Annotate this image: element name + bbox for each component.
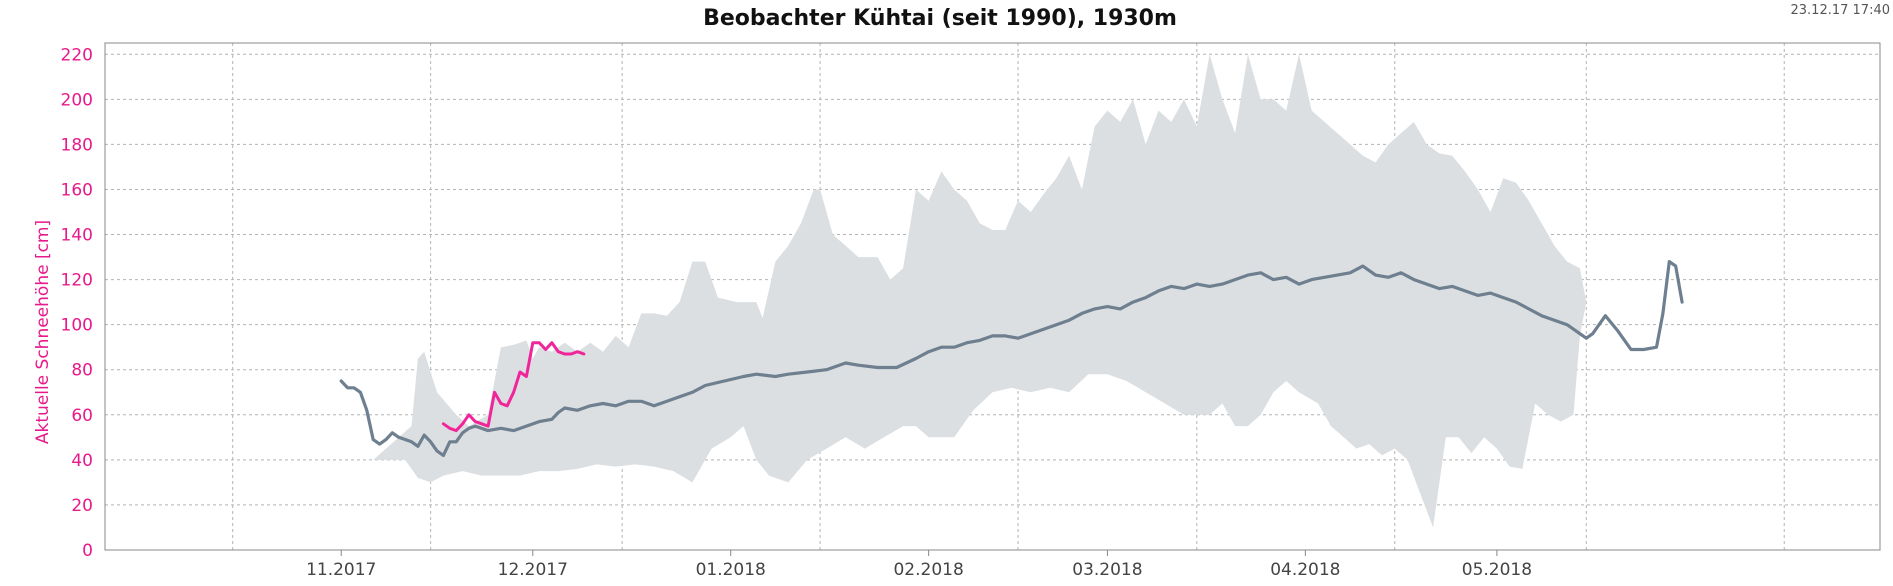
y-tick-label: 200 <box>61 90 93 110</box>
y-tick-label: 120 <box>61 271 93 291</box>
x-tick-label: 04.2018 <box>1270 560 1340 580</box>
y-tick-label: 20 <box>71 496 93 516</box>
plot-frame <box>104 42 1881 551</box>
timestamp: 23.12.17 17:40 <box>1791 3 1891 18</box>
y-tick-label: 40 <box>71 451 93 471</box>
historical-range-band <box>373 54 1593 528</box>
chart-title: Beobachter Kühtai (seit 1990), 1930m <box>703 6 1177 31</box>
x-axis-ticks: 11.2017 12.2017 01.2018 02.2018 03.2018 04.20… <box>306 560 1532 580</box>
y-tick-label: 160 <box>61 180 93 200</box>
y-tick-label: 100 <box>61 316 93 336</box>
y-axis-label: Aktuelle Schneehöhe [cm] <box>33 220 53 444</box>
y-tick-label: 180 <box>61 135 93 155</box>
y-tick-label: 140 <box>61 226 93 246</box>
x-tick-label: 01.2018 <box>696 560 766 580</box>
current-season-line <box>441 341 586 433</box>
y-tick-label: 0 <box>82 541 93 561</box>
x-tick-label: 12.2017 <box>498 560 568 580</box>
y-axis-ticks: 0 20 40 60 80 100 120 140 160 180 200 220 <box>61 45 93 561</box>
historical-range-area <box>373 54 1593 528</box>
y-tick-label: 60 <box>71 406 93 426</box>
x-tick-label: 11.2017 <box>306 560 376 580</box>
median-line <box>339 260 1684 457</box>
x-tick-label: 05.2018 <box>1462 560 1532 580</box>
series-lines <box>339 260 1684 457</box>
x-tick-label: 02.2018 <box>893 560 963 580</box>
y-tick-label: 80 <box>71 361 93 381</box>
x-tick-label: 03.2018 <box>1072 560 1142 580</box>
y-tick-label: 220 <box>61 45 93 65</box>
